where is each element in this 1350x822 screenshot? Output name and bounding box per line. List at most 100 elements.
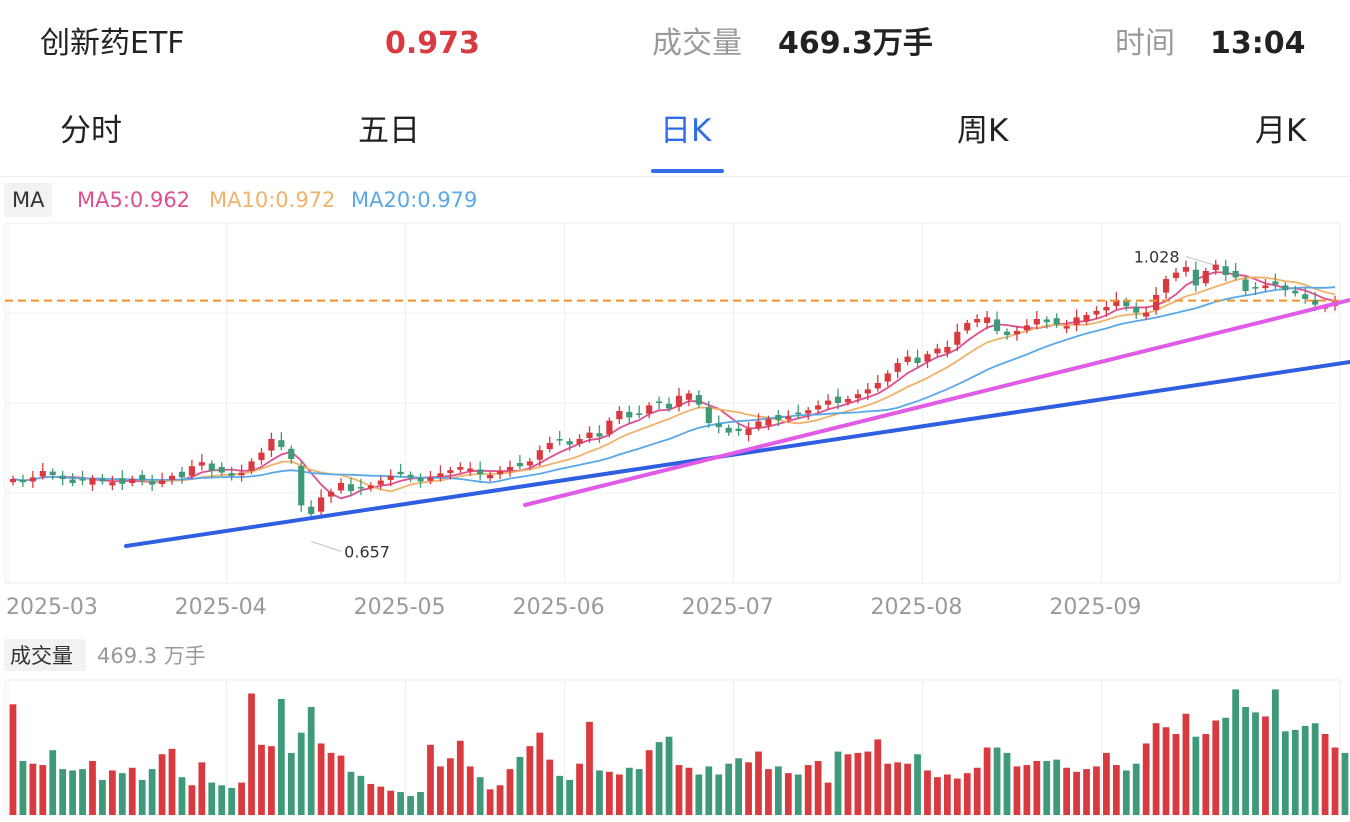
candle <box>864 383 871 400</box>
candle <box>19 474 26 487</box>
x-tick-label: 2025-04 <box>175 595 267 620</box>
volume-bar <box>1093 766 1100 815</box>
candle-body <box>596 433 603 437</box>
candle-body <box>1192 269 1199 286</box>
volume-bar <box>69 770 76 815</box>
candle <box>725 424 732 436</box>
volume-bar <box>596 770 603 815</box>
tab-weekly-k[interactable]: 周K <box>957 113 1009 149</box>
ma5-line <box>12 271 1336 500</box>
candle <box>258 447 265 465</box>
volume-bar <box>89 761 96 815</box>
volume-bar <box>437 766 444 815</box>
volume-bar <box>725 763 733 815</box>
candle <box>934 343 941 357</box>
candle <box>447 467 454 480</box>
volume-bar <box>516 756 524 815</box>
candle <box>1272 273 1279 290</box>
candle-body <box>914 357 921 363</box>
candle <box>49 468 56 480</box>
volume-bar <box>208 782 216 815</box>
candle <box>646 402 653 419</box>
tab-intraday[interactable]: 分时 <box>60 113 122 149</box>
candle <box>1262 279 1269 292</box>
tab-monthly-k[interactable]: 月K <box>1255 113 1307 149</box>
candle <box>79 471 86 486</box>
candle-body <box>506 467 514 471</box>
volume-bar <box>1053 759 1061 815</box>
candle-body <box>1312 299 1319 305</box>
candle-body <box>1083 315 1090 322</box>
candle-body <box>745 428 752 435</box>
period-tabs: 分时 五日 日K 周K 月K <box>0 96 1350 177</box>
candle <box>735 423 742 436</box>
volume-bar <box>1341 752 1349 815</box>
volume-bar <box>635 769 643 815</box>
volume-bar <box>804 765 812 815</box>
volume-bar <box>705 766 713 815</box>
candle <box>576 434 583 447</box>
volume-bar <box>645 750 653 815</box>
volume-bar <box>755 751 762 815</box>
candle <box>954 323 961 352</box>
candle-body <box>1292 290 1299 294</box>
candle <box>457 462 464 473</box>
volume-bar <box>427 744 434 815</box>
candle <box>944 340 951 358</box>
candle <box>874 375 881 392</box>
volume-bar <box>814 761 822 815</box>
volume-bar <box>99 779 106 815</box>
candle-body <box>1113 299 1120 306</box>
candle-body <box>636 413 643 415</box>
x-tick-label: 2025-07 <box>682 595 774 620</box>
candle-body <box>1053 318 1060 325</box>
volume-bar <box>19 761 27 815</box>
volume-bar <box>864 751 872 815</box>
volume-bar <box>953 778 961 815</box>
volume-bar <box>576 763 583 815</box>
volume-bar <box>774 766 782 815</box>
candle-body <box>477 469 484 475</box>
volume-bar <box>874 739 882 815</box>
candle <box>1073 309 1080 332</box>
candle-body <box>884 373 891 382</box>
candle-body <box>278 440 285 447</box>
volume-bar <box>307 707 315 815</box>
volume-bar <box>894 762 902 815</box>
candle-body <box>377 480 384 485</box>
volume-bar <box>685 767 693 815</box>
volume-bar <box>844 754 852 815</box>
volume-bar <box>1033 761 1041 815</box>
volume-bar <box>1222 717 1230 815</box>
candle-body <box>19 479 26 483</box>
volume-bar <box>1023 765 1031 815</box>
volume-bar <box>1202 734 1210 815</box>
volume-bar <box>1291 729 1299 815</box>
candle-body <box>954 331 961 345</box>
candle <box>188 459 195 479</box>
volume-bar <box>834 751 842 815</box>
volume-bar <box>1073 771 1080 815</box>
candle-body <box>566 441 573 445</box>
candle-body <box>99 478 106 482</box>
ma-indicator-button[interactable]: MA <box>4 183 53 217</box>
candle-body <box>576 439 583 444</box>
candle <box>387 469 394 487</box>
current-price: 0.973 <box>385 26 480 61</box>
candle <box>665 397 673 412</box>
tab-daily-k[interactable]: 日K <box>660 113 712 149</box>
candle-body <box>298 465 305 506</box>
candle-body <box>705 407 712 423</box>
candle-body <box>1172 272 1180 279</box>
volume-bar <box>924 770 931 815</box>
volume-bar <box>546 759 554 815</box>
trendline-upper <box>523 298 1350 507</box>
candle <box>288 445 295 464</box>
candle <box>586 426 593 443</box>
tab-five-day[interactable]: 五日 <box>358 113 420 149</box>
candle <box>1083 311 1090 325</box>
candle <box>1023 319 1030 334</box>
volume-bar <box>1192 736 1200 815</box>
candle-body <box>447 470 454 473</box>
